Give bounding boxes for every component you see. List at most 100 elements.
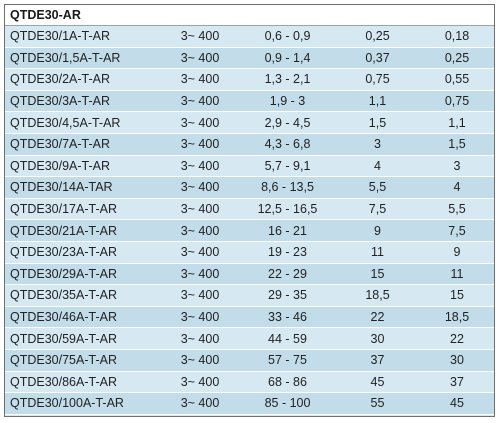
power-kw-cell: 18,5 <box>335 284 420 307</box>
current-range-cell: 44 - 59 <box>240 327 335 350</box>
power-kw-cell: 3 <box>335 133 420 156</box>
power-kw-cell: 9 <box>335 219 420 242</box>
model-cell: QTDE30/3A-T-AR <box>5 90 160 113</box>
power-kw-alt-cell: 5,5 <box>420 198 494 221</box>
power-kw-cell: 7,5 <box>335 198 420 221</box>
voltage-cell: 3~ 400 <box>160 133 240 156</box>
power-kw-cell: 1,5 <box>335 111 420 134</box>
table-row: QTDE30/2A-T-AR 3~ 400 1,3 - 2,1 0,75 0,55 <box>5 68 494 91</box>
model-cell: QTDE30/86A-T-AR <box>5 371 160 394</box>
current-range-cell: 5,7 - 9,1 <box>240 155 335 178</box>
table-row: QTDE30/17A-T-AR 3~ 400 12,5 - 16,5 7,5 5,5 <box>5 198 494 221</box>
model-cell: QTDE30/1,5A-T-AR <box>5 47 160 70</box>
power-kw-alt-cell: 55 <box>420 414 494 416</box>
power-kw-alt-cell: 22 <box>420 327 494 350</box>
power-kw-cell: 0,75 <box>335 68 420 91</box>
power-kw-cell: 11 <box>335 241 420 264</box>
voltage-cell: 3~ 400 <box>160 263 240 286</box>
current-range-cell: 0,6 - 0,9 <box>240 26 335 48</box>
voltage-cell: 3~ 400 <box>160 26 240 48</box>
current-range-cell: 57 - 75 <box>240 349 335 372</box>
product-table-frame: QTDE30-AR QTDE30/1A-T-AR 3~ 400 0,6 - 0,9 0… <box>4 4 495 417</box>
current-range-cell: 33 - 46 <box>240 306 335 329</box>
table-row: QTDE30/9A-T-AR 3~ 400 5,7 - 9,1 4 3 <box>5 155 494 178</box>
current-range-cell: 1,9 - 3 <box>240 90 335 113</box>
power-kw-alt-cell: 0,75 <box>420 90 494 113</box>
table-row: QTDE30/4,5A-T-AR 3~ 400 2,9 - 4,5 1,5 1,1 <box>5 111 494 134</box>
table-title: QTDE30-AR <box>5 5 494 26</box>
model-cell: QTDE30/4,5A-T-AR <box>5 111 160 134</box>
power-kw-alt-cell: 3 <box>420 155 494 178</box>
power-kw-alt-cell: 18,5 <box>420 306 494 329</box>
model-cell: QTDE30/46A-T-AR <box>5 306 160 329</box>
table-row: QTDE30/14A-TAR 3~ 400 8,6 - 13,5 5,5 4 <box>5 176 494 199</box>
voltage-cell: 3~ 400 <box>160 392 240 415</box>
power-kw-alt-cell: 4 <box>420 176 494 199</box>
current-range-cell: 2,9 - 4,5 <box>240 111 335 134</box>
table-row: QTDE30/86A-T-AR 3~ 400 68 - 86 45 37 <box>5 371 494 394</box>
power-kw-cell: 55 <box>335 392 420 415</box>
power-kw-alt-cell: 11 <box>420 263 494 286</box>
model-cell: QTDE30/23A-T-AR <box>5 241 160 264</box>
model-cell: QTDE30/1A-T-AR <box>5 26 160 48</box>
table-row: QTDE30/21A-T-AR 3~ 400 16 - 21 9 7,5 <box>5 219 494 242</box>
power-kw-cell: 30 <box>335 327 420 350</box>
voltage-cell: 3~ 400 <box>160 306 240 329</box>
voltage-cell: 3~ 400 <box>160 47 240 70</box>
table-row: QTDE30/75A-T-AR 3~ 400 57 - 75 37 30 <box>5 349 494 372</box>
power-kw-alt-cell: 0,55 <box>420 68 494 91</box>
table-row: QTDE30/3A-T-AR 3~ 400 1,9 - 3 1,1 0,75 <box>5 90 494 113</box>
current-range-cell: 0,9 - 1,4 <box>240 47 335 70</box>
power-kw-cell: 37 <box>335 349 420 372</box>
power-kw-cell: 15 <box>335 263 420 286</box>
power-kw-cell: 0,37 <box>335 47 420 70</box>
voltage-cell: 3~ 400 <box>160 219 240 242</box>
voltage-cell: 3~ 400 <box>160 111 240 134</box>
table-row: QTDE30/46A-T-AR 3~ 400 33 - 46 22 18,5 <box>5 306 494 329</box>
model-cell: QTDE30/14A-TAR <box>5 176 160 199</box>
voltage-cell: 3~ 400 <box>160 155 240 178</box>
power-kw-alt-cell: 37 <box>420 371 494 394</box>
table-row: QTDE30/1A-T-AR 3~ 400 0,6 - 0,9 0,25 0,18 <box>5 26 494 48</box>
power-kw-alt-cell: 45 <box>420 392 494 415</box>
table-row: QTDE30/29A-T-AR 3~ 400 22 - 29 15 11 <box>5 263 494 286</box>
current-range-cell: 29 - 35 <box>240 284 335 307</box>
model-cell: QTDE30/2A-T-AR <box>5 68 160 91</box>
power-kw-alt-cell: 9 <box>420 241 494 264</box>
current-range-cell: 1,3 - 2,1 <box>240 68 335 91</box>
current-range-cell: 68 - 86 <box>240 371 335 394</box>
voltage-cell: 3~ 400 <box>160 284 240 307</box>
power-kw-alt-cell: 15 <box>420 284 494 307</box>
current-range-cell: 85 - 135 <box>240 414 335 416</box>
current-range-cell: 22 - 29 <box>240 263 335 286</box>
current-range-cell: 19 - 23 <box>240 241 335 264</box>
voltage-cell: 3~ 400 <box>160 68 240 91</box>
table-row: QTDE30/7A-T-AR 3~ 400 4,3 - 6,8 3 1,5 <box>5 133 494 156</box>
voltage-cell: 3~ 400 <box>160 198 240 221</box>
voltage-cell: 3~ 400 <box>160 90 240 113</box>
power-kw-cell: 75 <box>335 414 420 416</box>
current-range-cell: 8,6 - 13,5 <box>240 176 335 199</box>
model-cell: QTDE30/7A-T-AR <box>5 133 160 156</box>
voltage-cell: 3~ 400 <box>160 414 240 416</box>
voltage-cell: 3~ 400 <box>160 241 240 264</box>
current-range-cell: 4,3 - 6,8 <box>240 133 335 156</box>
current-range-cell: 12,5 - 16,5 <box>240 198 335 221</box>
power-kw-alt-cell: 7,5 <box>420 219 494 242</box>
power-kw-cell: 5,5 <box>335 176 420 199</box>
current-range-cell: 85 - 100 <box>240 392 335 415</box>
power-kw-alt-cell: 1,1 <box>420 111 494 134</box>
model-cell: QTDE30/135A-T-AR <box>5 414 160 416</box>
table-row: QTDE30/23A-T-AR 3~ 400 19 - 23 11 9 <box>5 241 494 264</box>
power-kw-alt-cell: 1,5 <box>420 133 494 156</box>
power-kw-cell: 45 <box>335 371 420 394</box>
model-cell: QTDE30/29A-T-AR <box>5 263 160 286</box>
power-kw-alt-cell: 0,18 <box>420 26 494 48</box>
table-row: QTDE30/100A-T-AR 3~ 400 85 - 100 55 45 <box>5 392 494 415</box>
power-kw-cell: 1,1 <box>335 90 420 113</box>
voltage-cell: 3~ 400 <box>160 349 240 372</box>
model-cell: QTDE30/59A-T-AR <box>5 327 160 350</box>
current-range-cell: 16 - 21 <box>240 219 335 242</box>
power-kw-cell: 0,25 <box>335 26 420 48</box>
power-kw-alt-cell: 0,25 <box>420 47 494 70</box>
